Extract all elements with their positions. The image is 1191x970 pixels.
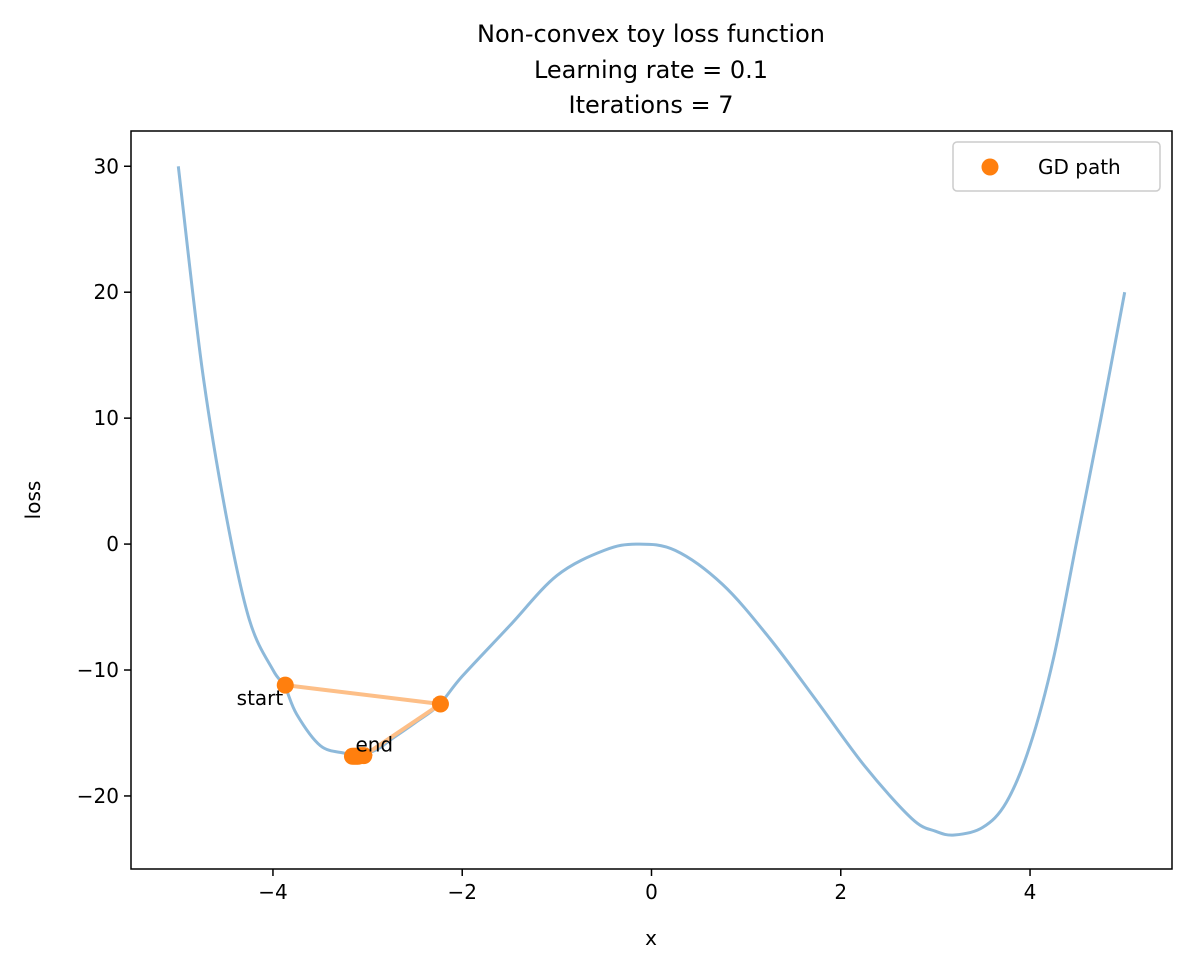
y-tick-label: −10 bbox=[77, 658, 119, 682]
gd-step-arrow bbox=[285, 683, 443, 709]
chart-subtitle-iterations: Iterations = 7 bbox=[569, 91, 734, 119]
x-axis-ticks: −4 −2 0 2 4 bbox=[258, 869, 1036, 904]
annotation-start: start bbox=[237, 686, 284, 710]
legend-label: GD path bbox=[1038, 155, 1121, 179]
chart-title: Non-convex toy loss function bbox=[477, 20, 825, 48]
x-tick-label: 4 bbox=[1024, 880, 1037, 904]
annotation-end: end bbox=[355, 732, 393, 756]
y-tick-label: 10 bbox=[94, 406, 119, 430]
legend-marker bbox=[981, 158, 999, 176]
loss-curve-line bbox=[176, 166, 1127, 837]
y-tick-label: 0 bbox=[106, 532, 119, 556]
gd-path-arrows bbox=[285, 683, 443, 758]
legend: GD path bbox=[952, 141, 1161, 192]
y-tick-label: 20 bbox=[94, 280, 119, 304]
x-tick-label: 0 bbox=[645, 880, 658, 904]
gd-point bbox=[276, 676, 294, 694]
x-tick-label: −2 bbox=[447, 880, 476, 904]
y-tick-label: 30 bbox=[94, 154, 119, 178]
gd-point bbox=[343, 747, 361, 765]
chart-subtitle-learning-rate: Learning rate = 0.1 bbox=[534, 56, 768, 84]
gd-point bbox=[431, 695, 449, 713]
legend-box bbox=[952, 141, 1161, 192]
plot-frame bbox=[130, 130, 1173, 870]
x-axis-label: x bbox=[645, 926, 657, 950]
gd-path-points bbox=[276, 676, 449, 765]
gd-step-arrow bbox=[362, 702, 442, 758]
y-axis-label: loss bbox=[21, 481, 45, 520]
x-tick-label: 2 bbox=[834, 880, 847, 904]
x-tick-label: −4 bbox=[258, 880, 287, 904]
y-axis-ticks: −20 −10 0 10 20 30 bbox=[77, 154, 131, 808]
y-tick-label: −20 bbox=[77, 784, 119, 808]
